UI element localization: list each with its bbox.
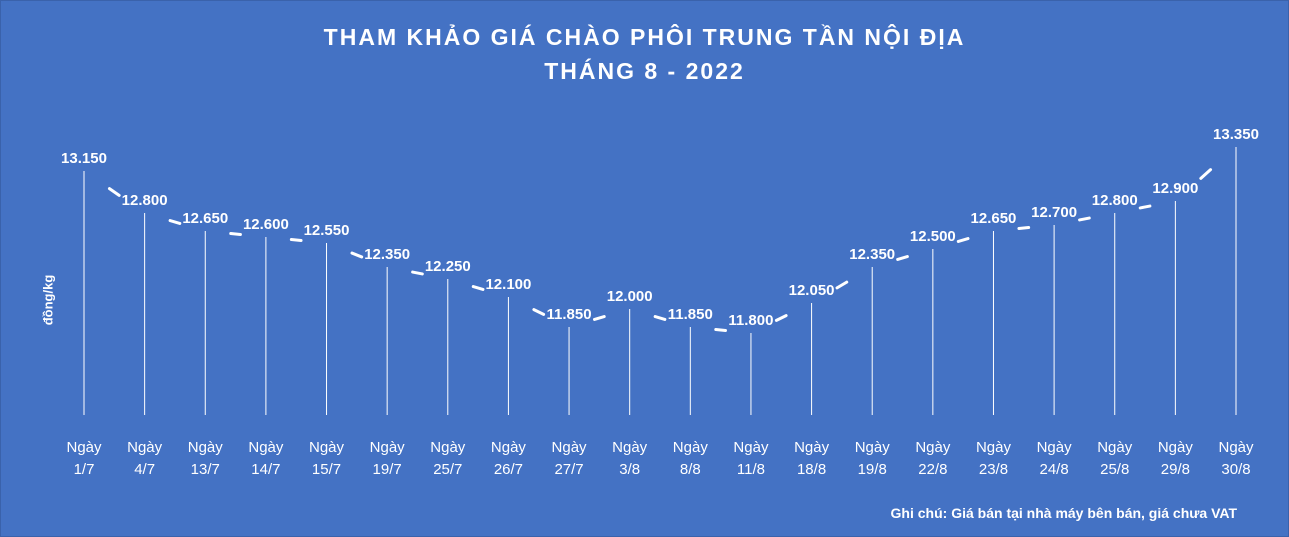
chart-title-line-2: THÁNG 8 - 2022 bbox=[544, 58, 745, 84]
x-tick-label: 30/8 bbox=[1221, 461, 1250, 478]
x-tick-label: 4/7 bbox=[134, 461, 155, 478]
series-line-segment bbox=[532, 308, 546, 316]
series-line-segment bbox=[896, 255, 909, 261]
data-label: 12.000 bbox=[607, 288, 653, 305]
series-line-segment bbox=[350, 251, 364, 259]
x-tick-label: Ngày bbox=[733, 439, 769, 456]
x-tick-label: 22/8 bbox=[918, 461, 947, 478]
x-tick-label: 15/7 bbox=[312, 461, 341, 478]
x-tick-label: 3/8 bbox=[619, 461, 640, 478]
series-line-segment bbox=[593, 315, 606, 321]
series-line-segment bbox=[229, 232, 242, 236]
series-line-segment bbox=[774, 314, 788, 322]
x-tick-label: 14/7 bbox=[251, 461, 280, 478]
series-line-segment bbox=[835, 280, 849, 290]
series-line-segment bbox=[107, 187, 121, 197]
x-tick-label: Ngày bbox=[127, 439, 163, 456]
x-tick-label: 19/7 bbox=[373, 461, 402, 478]
x-tick-label: Ngày bbox=[430, 439, 466, 456]
data-label: 12.650 bbox=[182, 210, 228, 227]
x-tick-label: 1/7 bbox=[74, 461, 95, 478]
x-tick-label: 25/7 bbox=[433, 461, 462, 478]
x-tick-label: Ngày bbox=[915, 439, 951, 456]
series-line-segment bbox=[411, 270, 424, 276]
data-label: 12.600 bbox=[243, 216, 289, 233]
series-line-segment bbox=[168, 219, 182, 225]
x-tick-label: 8/8 bbox=[680, 461, 701, 478]
x-tick-label: Ngày bbox=[612, 439, 648, 456]
x-tick-label: Ngày bbox=[673, 439, 709, 456]
series-line-segment bbox=[956, 237, 970, 243]
data-label: 12.250 bbox=[425, 258, 471, 275]
x-tick-label: Ngày bbox=[370, 439, 406, 456]
series-line-segment bbox=[1138, 204, 1152, 210]
series-line-segment bbox=[714, 328, 727, 332]
x-tick-label: 26/7 bbox=[494, 461, 523, 478]
x-tick-label: Ngày bbox=[248, 439, 284, 456]
data-label: 12.050 bbox=[789, 282, 835, 299]
footnote: Ghi chú: Giá bán tại nhà máy bên bán, gi… bbox=[890, 505, 1237, 521]
data-label: 12.800 bbox=[122, 192, 168, 209]
x-tick-label: 24/8 bbox=[1040, 461, 1069, 478]
x-tick-label: Ngày bbox=[1037, 439, 1073, 456]
chart-title-line-1: THAM KHẢO GIÁ CHÀO PHÔI TRUNG TẦN NỘI ĐỊ… bbox=[323, 24, 966, 50]
series-line-segment bbox=[1017, 226, 1031, 230]
data-label: 11.800 bbox=[728, 312, 773, 329]
x-tick-label: Ngày bbox=[188, 439, 224, 456]
series-line-segment bbox=[289, 238, 303, 242]
x-tick-label: 19/8 bbox=[858, 461, 887, 478]
data-label: 11.850 bbox=[547, 306, 592, 323]
data-label: 12.100 bbox=[485, 276, 531, 293]
data-label: 12.350 bbox=[849, 246, 895, 263]
x-tick-label: 29/8 bbox=[1161, 461, 1190, 478]
data-label: 12.500 bbox=[910, 228, 956, 245]
x-tick-label: 25/8 bbox=[1100, 461, 1129, 478]
x-tick-label: Ngày bbox=[1158, 439, 1194, 456]
x-tick-label: 23/8 bbox=[979, 461, 1008, 478]
series-line-segment bbox=[471, 285, 485, 291]
x-tick-label: 27/7 bbox=[554, 461, 583, 478]
data-label: 12.550 bbox=[304, 222, 350, 239]
x-tick-label: Ngày bbox=[491, 439, 527, 456]
x-tick-label: Ngày bbox=[66, 439, 102, 456]
data-label: 12.900 bbox=[1152, 180, 1198, 197]
series-line-segment bbox=[653, 315, 667, 321]
x-tick-label: 11/8 bbox=[737, 461, 765, 478]
data-label: 11.850 bbox=[668, 306, 713, 323]
data-label: 12.650 bbox=[971, 210, 1017, 227]
x-tick-label: 18/8 bbox=[797, 461, 826, 478]
x-tick-label: Ngày bbox=[794, 439, 830, 456]
x-tick-label: Ngày bbox=[309, 439, 345, 456]
series-line-segment bbox=[1078, 216, 1091, 222]
x-tick-label: 13/7 bbox=[191, 461, 220, 478]
data-label: 12.350 bbox=[364, 246, 410, 263]
x-tick-label: Ngày bbox=[552, 439, 588, 456]
x-tick-label: Ngày bbox=[1097, 439, 1133, 456]
x-tick-label: Ngày bbox=[1218, 439, 1254, 456]
data-label: 12.700 bbox=[1031, 204, 1077, 221]
series-line-segment bbox=[1199, 168, 1213, 180]
data-label: 13.350 bbox=[1213, 126, 1259, 143]
data-label: 13.150 bbox=[61, 150, 107, 167]
data-label: 12.800 bbox=[1092, 192, 1138, 209]
x-tick-label: Ngày bbox=[855, 439, 891, 456]
x-tick-label: Ngày bbox=[976, 439, 1012, 456]
